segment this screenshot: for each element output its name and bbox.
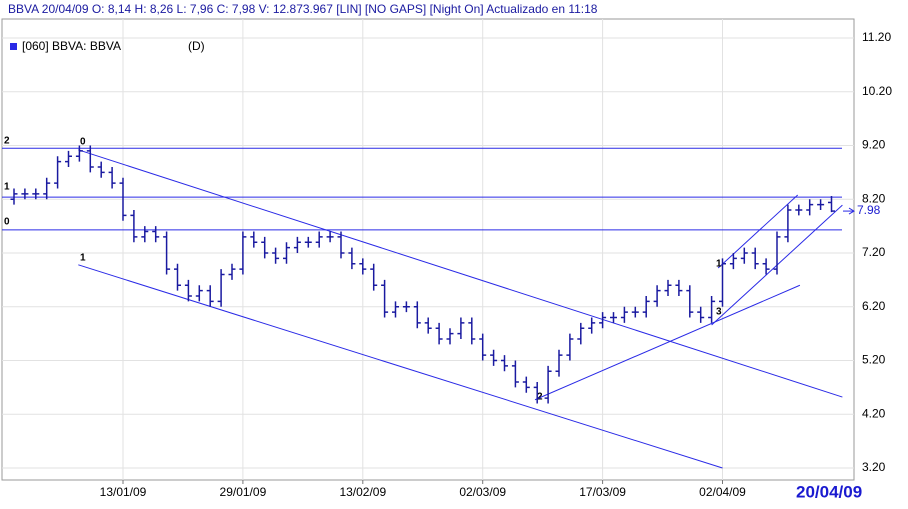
x-tick-label: 17/03/09 [579,485,626,499]
y-tick-label: 6.20 [862,299,886,313]
y-tick-label: 3.20 [862,460,886,474]
annotation: 0 [80,137,86,148]
y-tick-label: 5.20 [862,353,886,367]
y-tick-label: 10.20 [862,84,892,98]
annotation: 1 [80,253,86,264]
annotation: 3 [716,307,722,318]
legend-label: [060] BBVA: BBVA [22,39,121,53]
last-date-label: 20/04/09 [796,482,862,501]
x-tick-label: 29/01/09 [220,485,267,499]
x-tick-label: 13/01/09 [100,485,147,499]
x-tick-label: 02/03/09 [459,485,506,499]
legend-swatch [10,43,17,50]
last-price-label: 7.98 [857,203,881,217]
annotation: 2 [537,392,543,403]
annotation: 1 [4,182,10,193]
plot-frame [1,18,855,481]
y-tick-label: 8.20 [862,191,886,205]
x-tick-label: 13/02/09 [339,485,386,499]
y-tick-label: 11.20 [862,30,891,44]
y-tick-label: 4.20 [862,406,886,420]
trend-line [717,194,799,269]
last-price-arrowhead [848,207,855,215]
header: BBVA 20/04/09 O: 8,14 H: 8,26 L: 7,96 C:… [8,2,598,16]
annotation: 0 [4,217,10,228]
y-tick-label: 9.20 [862,138,886,152]
y-tick-label: 7.20 [862,245,886,259]
period-label: (D) [188,39,205,53]
trend-line [78,149,843,398]
annotation: 1 [716,259,722,270]
x-tick-label: 02/04/09 [699,485,746,499]
annotation: 2 [4,136,10,147]
trend-line [534,284,801,401]
trend-line [78,264,723,469]
